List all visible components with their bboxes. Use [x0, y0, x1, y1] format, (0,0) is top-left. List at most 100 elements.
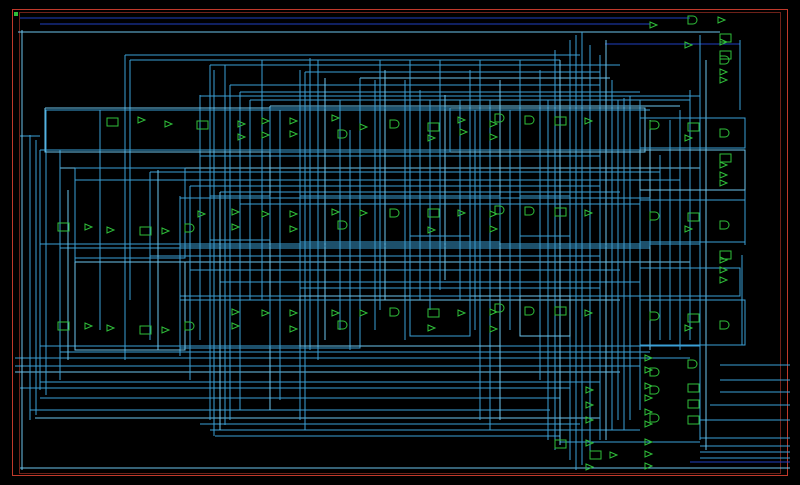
buffer-gate-icon[interactable] — [231, 322, 241, 330]
buffer-gate-icon[interactable] — [585, 401, 595, 409]
buffer-gate-icon[interactable] — [644, 438, 654, 446]
buffer-gate-icon[interactable] — [649, 21, 659, 29]
register-icon[interactable] — [687, 212, 700, 222]
and-gate-icon[interactable] — [649, 413, 660, 423]
buffer-gate-icon[interactable] — [609, 451, 619, 459]
register-icon[interactable] — [719, 50, 732, 60]
and-gate-icon[interactable] — [719, 55, 730, 65]
buffer-gate-icon[interactable] — [644, 450, 654, 458]
and-gate-icon[interactable] — [494, 113, 505, 123]
buffer-gate-icon[interactable] — [489, 133, 499, 141]
register-icon[interactable] — [57, 321, 70, 331]
and-gate-icon[interactable] — [719, 320, 730, 330]
and-gate-icon[interactable] — [337, 129, 348, 139]
buffer-gate-icon[interactable] — [289, 325, 299, 333]
and-gate-icon[interactable] — [184, 223, 195, 233]
and-gate-icon[interactable] — [337, 320, 348, 330]
buffer-gate-icon[interactable] — [289, 210, 299, 218]
register-icon[interactable] — [687, 399, 700, 409]
buffer-gate-icon[interactable] — [331, 114, 341, 122]
buffer-gate-icon[interactable] — [231, 223, 241, 231]
register-icon[interactable] — [57, 222, 70, 232]
buffer-gate-icon[interactable] — [644, 382, 654, 390]
buffer-gate-icon[interactable] — [684, 225, 694, 233]
buffer-gate-icon[interactable] — [237, 133, 247, 141]
buffer-gate-icon[interactable] — [427, 324, 437, 332]
and-gate-icon[interactable] — [494, 303, 505, 313]
register-icon[interactable] — [106, 117, 119, 127]
register-icon[interactable] — [427, 308, 440, 318]
register-icon[interactable] — [554, 439, 567, 449]
and-gate-icon[interactable] — [389, 119, 400, 129]
buffer-gate-icon[interactable] — [489, 308, 499, 316]
buffer-gate-icon[interactable] — [289, 117, 299, 125]
register-icon[interactable] — [719, 33, 732, 43]
register-icon[interactable] — [687, 383, 700, 393]
and-gate-icon[interactable] — [687, 359, 698, 369]
register-icon[interactable] — [589, 450, 602, 460]
buffer-gate-icon[interactable] — [359, 209, 369, 217]
buffer-gate-icon[interactable] — [584, 309, 594, 317]
buffer-gate-icon[interactable] — [644, 354, 654, 362]
register-icon[interactable] — [554, 207, 567, 217]
buffer-gate-icon[interactable] — [261, 210, 271, 218]
buffer-gate-icon[interactable] — [231, 308, 241, 316]
and-gate-icon[interactable] — [389, 307, 400, 317]
buffer-gate-icon[interactable] — [719, 76, 729, 84]
register-icon[interactable] — [139, 325, 152, 335]
buffer-gate-icon[interactable] — [644, 366, 654, 374]
buffer-gate-icon[interactable] — [289, 225, 299, 233]
and-gate-icon[interactable] — [719, 220, 730, 230]
buffer-gate-icon[interactable] — [719, 68, 729, 76]
buffer-gate-icon[interactable] — [457, 209, 467, 217]
buffer-gate-icon[interactable] — [644, 462, 654, 470]
buffer-gate-icon[interactable] — [84, 322, 94, 330]
register-icon[interactable] — [427, 208, 440, 218]
buffer-gate-icon[interactable] — [161, 326, 171, 334]
register-icon[interactable] — [554, 306, 567, 316]
buffer-gate-icon[interactable] — [719, 276, 729, 284]
buffer-gate-icon[interactable] — [684, 134, 694, 142]
buffer-gate-icon[interactable] — [585, 439, 595, 447]
buffer-gate-icon[interactable] — [261, 131, 271, 139]
buffer-gate-icon[interactable] — [84, 223, 94, 231]
buffer-gate-icon[interactable] — [289, 130, 299, 138]
buffer-gate-icon[interactable] — [644, 420, 654, 428]
buffer-gate-icon[interactable] — [331, 309, 341, 317]
and-gate-icon[interactable] — [687, 15, 698, 25]
register-icon[interactable] — [687, 415, 700, 425]
and-gate-icon[interactable] — [337, 220, 348, 230]
buffer-gate-icon[interactable] — [331, 208, 341, 216]
and-gate-icon[interactable] — [649, 211, 660, 221]
and-gate-icon[interactable] — [649, 120, 660, 130]
buffer-gate-icon[interactable] — [644, 394, 654, 402]
buffer-gate-icon[interactable] — [584, 117, 594, 125]
buffer-gate-icon[interactable] — [164, 120, 174, 128]
register-icon[interactable] — [139, 226, 152, 236]
register-icon[interactable] — [687, 313, 700, 323]
buffer-gate-icon[interactable] — [585, 416, 595, 424]
buffer-gate-icon[interactable] — [719, 161, 729, 169]
buffer-gate-icon[interactable] — [231, 208, 241, 216]
buffer-gate-icon[interactable] — [644, 408, 654, 416]
buffer-gate-icon[interactable] — [427, 226, 437, 234]
buffer-gate-icon[interactable] — [585, 386, 595, 394]
buffer-gate-icon[interactable] — [237, 120, 247, 128]
buffer-gate-icon[interactable] — [489, 325, 499, 333]
buffer-gate-icon[interactable] — [359, 309, 369, 317]
buffer-gate-icon[interactable] — [489, 210, 499, 218]
buffer-gate-icon[interactable] — [137, 116, 147, 124]
and-gate-icon[interactable] — [524, 306, 535, 316]
buffer-gate-icon[interactable] — [106, 226, 116, 234]
and-gate-icon[interactable] — [524, 115, 535, 125]
cell-layer[interactable] — [57, 15, 732, 471]
buffer-gate-icon[interactable] — [427, 134, 437, 142]
and-gate-icon[interactable] — [649, 367, 660, 377]
register-icon[interactable] — [719, 153, 732, 163]
buffer-gate-icon[interactable] — [719, 179, 729, 187]
buffer-gate-icon[interactable] — [106, 324, 116, 332]
buffer-gate-icon[interactable] — [457, 116, 467, 124]
and-gate-icon[interactable] — [719, 128, 730, 138]
and-gate-icon[interactable] — [494, 205, 505, 215]
